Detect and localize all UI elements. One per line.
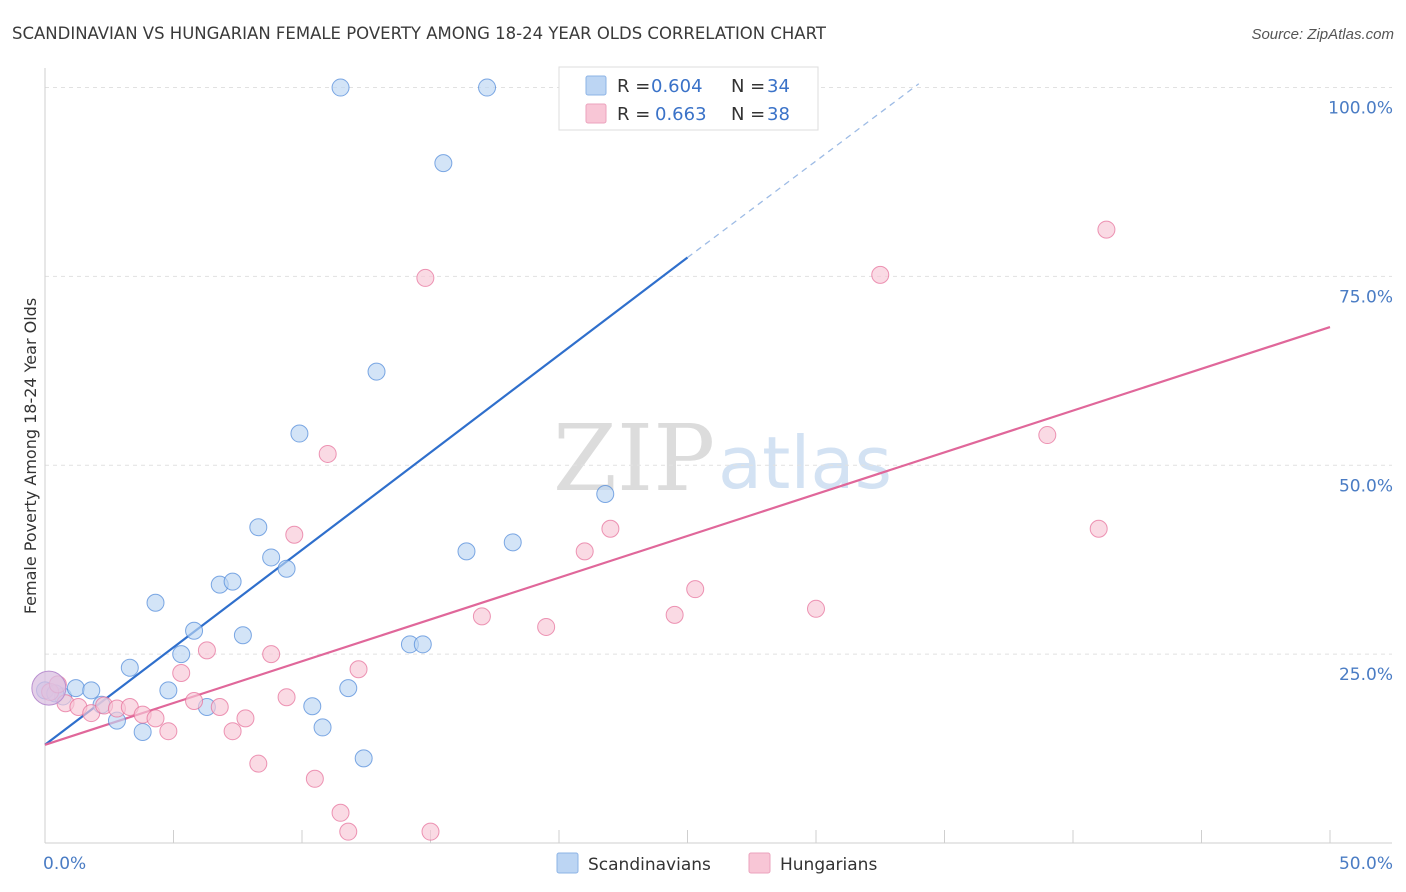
point-hungarians <box>159 722 178 741</box>
x-tick-label: 0.0% <box>43 854 86 874</box>
point-scandinavians <box>478 78 497 97</box>
point-scandinavians <box>313 718 332 737</box>
point-hungarians <box>249 754 268 773</box>
point-hungarians <box>172 664 191 683</box>
point-scandinavians <box>233 626 252 645</box>
legend-n-value-hungarians: 38 <box>767 104 790 125</box>
legend-swatch-scandinavians <box>585 75 607 96</box>
point-hungarians <box>871 265 890 284</box>
legend-n-label-scandinavians: N = <box>731 76 765 97</box>
point-scandinavians <box>354 749 373 768</box>
point-hungarians <box>318 444 337 463</box>
point-scandinavians <box>146 593 165 612</box>
point-scandinavians <box>159 681 178 700</box>
point-scandinavians <box>413 635 432 654</box>
point-scandinavians <box>339 679 358 698</box>
axes: 25.0% 50.0% 75.0% 100.0% 0.0% 50.0% <box>43 68 1393 874</box>
y-tick-label: 25.0% <box>1339 665 1393 685</box>
point-hungarians <box>575 542 594 561</box>
point-hungarians <box>185 691 204 710</box>
point-scandinavians <box>503 533 522 552</box>
trend-line-scandinavians <box>44 256 689 746</box>
point-hungarians <box>1097 220 1116 239</box>
y-axis-label: Female Poverty Among 18-24 Year Olds <box>21 298 40 614</box>
point-hungarians <box>305 769 324 788</box>
point-hungarians <box>807 599 825 618</box>
point-scandinavians <box>120 658 139 677</box>
point-scandinavians <box>596 484 615 503</box>
trend-lines <box>44 83 1331 746</box>
point-scandinavians <box>331 78 350 97</box>
point-scandinavians <box>223 572 242 591</box>
point-hungarians <box>421 822 440 841</box>
point-hungarians <box>277 688 296 707</box>
point-hungarians <box>197 641 216 660</box>
y-tick-label: 50.0% <box>1339 476 1393 496</box>
point-scandinavians <box>277 559 296 578</box>
legend-r-label-hungarians: R = <box>617 104 650 125</box>
point-scandinavians <box>249 518 268 537</box>
point-hungarians <box>285 525 304 544</box>
point-scandinavians <box>303 697 322 716</box>
point-hungarians <box>349 660 368 679</box>
point-hungarians <box>1089 519 1108 538</box>
point-hungarians <box>339 822 358 841</box>
point-hungarians <box>472 607 491 626</box>
point-hungarians <box>537 617 556 636</box>
legend-r-label-scandinavians: R = <box>617 76 650 97</box>
y-tick-label: 100.0% <box>1328 99 1393 119</box>
bottom-legend-swatch-hungarians <box>748 852 771 874</box>
point-overlap <box>31 670 67 706</box>
point-hungarians <box>146 709 165 728</box>
point-hungarians <box>686 580 705 599</box>
watermark-zip: ZIP <box>553 405 715 512</box>
legend-swatch-hungarians <box>585 103 607 124</box>
point-scandinavians <box>82 681 101 700</box>
point-scandinavians <box>262 548 281 567</box>
point-scandinavians <box>185 621 204 640</box>
trend-line-scandinavians-extension <box>687 83 920 259</box>
point-hungarians <box>236 709 255 728</box>
x-tick-label: 50.0% <box>1339 854 1393 874</box>
point-hungarians <box>331 803 350 822</box>
legend-n-label-hungarians: N = <box>731 104 765 125</box>
point-hungarians <box>223 722 242 741</box>
point-hungarians <box>665 605 684 624</box>
legend-n-value-scandinavians: 34 <box>767 76 790 97</box>
source-label: Source: ZipAtlas.com <box>1251 26 1394 43</box>
watermark: ZIP atlas <box>553 405 892 512</box>
gridlines <box>45 87 1392 655</box>
trend-line-hungarians <box>44 325 1331 746</box>
bottom-legend-swatch-scandinavians <box>556 852 579 874</box>
legend-r-value-scandinavians: 0.604 <box>651 76 703 97</box>
watermark-atlas: atlas <box>718 421 892 505</box>
point-scandinavians <box>66 679 85 698</box>
legend-r-value-hungarians: 0.663 <box>655 104 707 125</box>
point-scandinavians <box>290 424 309 443</box>
point-hungarians <box>416 268 435 287</box>
bottom-legend: Scandinavians Hungarians <box>556 852 877 875</box>
bottom-legend-scandinavians: Scandinavians <box>588 855 711 875</box>
y-tick-label: 75.0% <box>1339 287 1393 307</box>
point-hungarians <box>1038 426 1057 445</box>
data-points <box>31 78 1116 841</box>
point-scandinavians <box>367 362 386 381</box>
point-hungarians <box>262 645 281 664</box>
point-scandinavians <box>172 645 191 664</box>
chart-title: SCANDINAVIAN VS HUNGARIAN FEMALE POVERTY… <box>12 24 827 43</box>
legend: R = 0.604 N = 34 R = 0.663 N = 38 <box>558 66 819 131</box>
bottom-legend-hungarians: Hungarians <box>780 855 877 875</box>
point-hungarians <box>210 698 229 717</box>
point-scandinavians <box>434 154 453 173</box>
point-scandinavians <box>457 542 476 561</box>
point-scandinavians <box>133 722 152 741</box>
point-hungarians <box>601 519 620 538</box>
